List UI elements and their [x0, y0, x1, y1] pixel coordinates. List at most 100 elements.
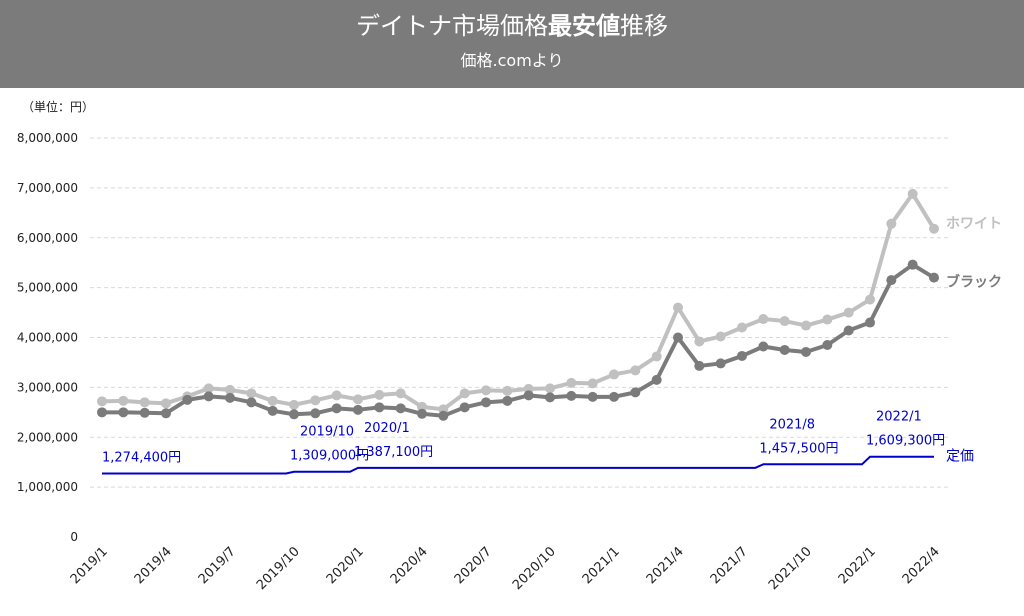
y-tick-label: 7,000,000 — [17, 181, 78, 195]
data-point-white — [502, 385, 513, 396]
price-annotation-value: 1,387,100円 — [354, 445, 433, 460]
data-point-black — [353, 404, 363, 415]
data-point-black — [161, 408, 171, 419]
data-point-white — [779, 316, 790, 327]
data-point-white — [886, 218, 897, 229]
x-tick-label: 2021/1 — [580, 544, 623, 587]
data-point-black — [225, 392, 235, 403]
data-point-black — [630, 387, 641, 398]
x-tick-label: 2021/4 — [644, 544, 687, 587]
x-tick-label: 2022/1 — [836, 544, 879, 587]
data-point-black — [715, 358, 726, 369]
data-point-white — [225, 384, 235, 395]
price-annotation-date: 2020/1 — [364, 421, 410, 436]
data-point-white — [865, 294, 875, 305]
data-point-black — [182, 394, 193, 405]
price-annotation-value: 1,274,400円 — [102, 450, 181, 465]
data-point-white — [289, 399, 299, 410]
data-point-white — [331, 390, 342, 401]
y-tick-label: 3,000,000 — [17, 380, 78, 394]
data-point-white — [246, 388, 257, 399]
data-point-white — [737, 322, 747, 333]
y-tick-label: 2,000,000 — [17, 430, 78, 444]
data-point-black — [118, 407, 129, 418]
data-point-white — [587, 378, 598, 389]
data-point-black — [673, 332, 683, 343]
data-point-white — [97, 396, 107, 407]
data-point-white — [118, 395, 129, 406]
data-point-white — [267, 395, 278, 406]
data-point-black — [609, 391, 619, 402]
data-point-white — [203, 383, 214, 394]
series-line-black — [102, 262, 936, 418]
price-annotation-value: 1,609,300円 — [866, 434, 945, 449]
unit-label: （単位：円） — [22, 99, 94, 114]
x-tick-label: 2019/1 — [68, 544, 111, 587]
data-point-black — [545, 392, 555, 403]
data-point-black — [822, 339, 833, 350]
data-point-black — [737, 350, 747, 361]
data-point-black — [865, 317, 875, 328]
data-point-black — [758, 341, 769, 352]
price-annotation-date: 2022/1 — [876, 410, 922, 425]
data-point-black — [566, 390, 577, 401]
data-point-white — [374, 389, 385, 400]
legend-label-list-price: 定価 — [946, 449, 974, 465]
data-point-white — [395, 388, 406, 399]
x-tick-label: 2019/10 — [254, 544, 303, 593]
data-point-black — [502, 395, 513, 406]
x-tick-label: 2021/7 — [708, 544, 751, 587]
data-point-white — [673, 302, 683, 313]
data-point-white — [715, 331, 726, 342]
legend-label-black: ブラック — [946, 274, 1002, 291]
y-tick-label: 6,000,000 — [17, 231, 78, 245]
y-tick-label: 0 — [70, 530, 78, 544]
y-tick-label: 1,000,000 — [17, 480, 78, 494]
x-tick-label: 2020/10 — [510, 544, 559, 593]
data-point-black — [417, 408, 427, 419]
data-point-black — [694, 360, 705, 371]
data-point-black — [587, 391, 598, 402]
data-point-white — [139, 397, 150, 408]
data-point-black — [886, 275, 897, 286]
price-annotation-date: 2021/8 — [769, 417, 815, 432]
y-tick-label: 5,000,000 — [17, 281, 78, 295]
data-point-black — [651, 374, 662, 385]
data-point-black — [97, 407, 107, 418]
price-annotation-date: 2019/10 — [300, 425, 354, 440]
data-point-white — [481, 385, 491, 396]
data-point-black — [907, 259, 918, 270]
data-point-black — [929, 272, 939, 283]
data-point-white — [758, 314, 769, 325]
data-point-black — [523, 390, 534, 401]
data-point-white — [566, 377, 577, 388]
data-point-white — [310, 395, 321, 406]
x-tick-label: 2020/7 — [452, 544, 495, 587]
legend-label-white: ホワイト — [946, 216, 1002, 232]
data-point-white — [161, 398, 171, 409]
data-point-white — [694, 336, 705, 347]
data-point-black — [139, 407, 150, 418]
data-point-black — [331, 403, 342, 414]
y-tick-label: 8,000,000 — [17, 131, 78, 145]
data-point-black — [843, 325, 854, 336]
data-point-white — [801, 320, 811, 331]
chart-title: デイトナ市場価格最安値推移 — [356, 12, 668, 40]
data-point-black — [438, 410, 449, 421]
data-point-white — [822, 314, 833, 325]
data-point-white — [417, 401, 427, 412]
data-point-black — [779, 344, 790, 355]
data-point-black — [395, 403, 406, 414]
data-point-black — [246, 397, 257, 408]
x-tick-label: 2022/4 — [900, 544, 943, 587]
x-tick-label: 2019/7 — [196, 544, 239, 587]
data-point-white — [843, 307, 854, 318]
data-point-black — [267, 405, 278, 416]
price-annotation-value: 1,309,000円 — [290, 449, 369, 464]
data-point-white — [609, 369, 619, 380]
data-point-black — [289, 409, 299, 420]
data-point-white — [651, 351, 662, 362]
data-point-white — [907, 188, 918, 199]
x-tick-label: 2021/10 — [766, 544, 815, 593]
